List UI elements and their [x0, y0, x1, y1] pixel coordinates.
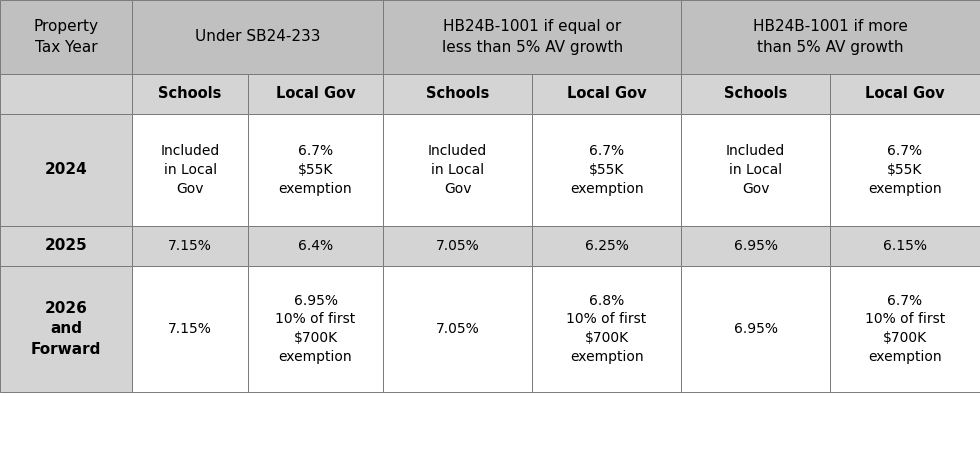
Bar: [132, 74, 248, 114]
Text: Schools: Schools: [426, 86, 489, 101]
Text: Included
in Local
Gov: Included in Local Gov: [428, 144, 487, 196]
Text: 6.25%: 6.25%: [585, 239, 628, 253]
Bar: [681, 0, 980, 74]
Bar: [830, 74, 980, 114]
Bar: [532, 74, 681, 114]
Text: 2025: 2025: [45, 238, 87, 253]
Bar: [830, 226, 980, 266]
Bar: [681, 266, 830, 392]
Text: 6.7%
10% of first
$700K
exemption: 6.7% 10% of first $700K exemption: [865, 294, 945, 364]
Bar: [0, 114, 132, 226]
Text: 7.15%: 7.15%: [169, 322, 212, 336]
Text: Local Gov: Local Gov: [275, 86, 356, 101]
Text: 6.95%: 6.95%: [734, 239, 777, 253]
Bar: [248, 266, 383, 392]
Bar: [681, 114, 830, 226]
Text: Under SB24-233: Under SB24-233: [195, 29, 320, 44]
Bar: [248, 114, 383, 226]
Bar: [383, 74, 532, 114]
Bar: [0, 226, 132, 266]
Bar: [830, 114, 980, 226]
Text: 7.05%: 7.05%: [436, 239, 479, 253]
Bar: [0, 0, 132, 74]
Text: 6.15%: 6.15%: [883, 239, 927, 253]
Text: HB24B-1001 if more
than 5% AV growth: HB24B-1001 if more than 5% AV growth: [753, 19, 908, 55]
Bar: [383, 266, 532, 392]
Text: 6.95%: 6.95%: [734, 322, 777, 336]
Bar: [132, 114, 248, 226]
Bar: [0, 74, 132, 114]
Bar: [0, 266, 132, 392]
Text: 6.7%
$55K
exemption: 6.7% $55K exemption: [278, 144, 353, 196]
Text: 2026
and
Forward: 2026 and Forward: [31, 301, 101, 357]
Text: Property
Tax Year: Property Tax Year: [33, 19, 99, 55]
Text: 6.7%
$55K
exemption: 6.7% $55K exemption: [868, 144, 942, 196]
Bar: [830, 266, 980, 392]
Text: Local Gov: Local Gov: [566, 86, 647, 101]
Text: HB24B-1001 if equal or
less than 5% AV growth: HB24B-1001 if equal or less than 5% AV g…: [442, 19, 622, 55]
Bar: [383, 114, 532, 226]
Bar: [383, 0, 681, 74]
Text: 7.15%: 7.15%: [169, 239, 212, 253]
Text: Included
in Local
Gov: Included in Local Gov: [726, 144, 785, 196]
Bar: [248, 74, 383, 114]
Text: Included
in Local
Gov: Included in Local Gov: [161, 144, 220, 196]
Bar: [532, 266, 681, 392]
Text: 6.8%
10% of first
$700K
exemption: 6.8% 10% of first $700K exemption: [566, 294, 647, 364]
Text: 6.4%: 6.4%: [298, 239, 333, 253]
Bar: [132, 266, 248, 392]
Bar: [132, 226, 248, 266]
Bar: [681, 74, 830, 114]
Text: 2024: 2024: [45, 162, 87, 177]
Text: 6.7%
$55K
exemption: 6.7% $55K exemption: [569, 144, 644, 196]
Text: Schools: Schools: [724, 86, 787, 101]
Text: Schools: Schools: [159, 86, 221, 101]
Bar: [383, 226, 532, 266]
Text: 6.95%
10% of first
$700K
exemption: 6.95% 10% of first $700K exemption: [275, 294, 356, 364]
Text: 7.05%: 7.05%: [436, 322, 479, 336]
Bar: [681, 226, 830, 266]
Text: Local Gov: Local Gov: [865, 86, 945, 101]
Bar: [132, 0, 383, 74]
Bar: [248, 226, 383, 266]
Bar: [532, 114, 681, 226]
Bar: [532, 226, 681, 266]
